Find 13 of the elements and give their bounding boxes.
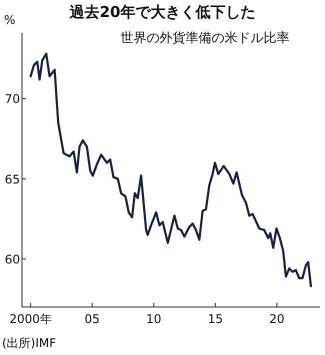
y-tick-label: 60 (4, 252, 20, 266)
y-tick-label: 70 (4, 92, 20, 106)
text: (出所)IMF (2, 336, 56, 350)
x-tick-label: 2000年 (9, 312, 52, 326)
y-tick-label: 65 (4, 172, 20, 186)
x-tick-label: 05 (84, 312, 100, 326)
x-tick-label: 10 (146, 312, 162, 326)
y-axis-title: % (4, 13, 16, 27)
x-tick-label: 20 (269, 312, 285, 326)
chart-title: 過去20年で大きく低下した (68, 3, 256, 21)
line-series (30, 52, 312, 288)
chart-subtitle: 世界の外貨準備の米ドル比率 (120, 30, 290, 46)
x-tick-label: 15 (208, 312, 223, 326)
